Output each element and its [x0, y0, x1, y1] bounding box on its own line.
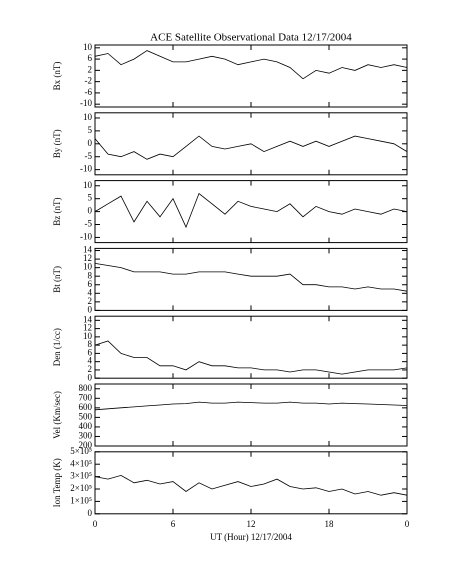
y-tick-label: 300 — [79, 431, 93, 441]
y-tick-label: 10 — [83, 180, 93, 190]
y-tick-label: 6 — [88, 347, 93, 357]
y-axis-label: Bz (nT) — [52, 197, 62, 225]
y-tick-label: 12 — [83, 253, 92, 263]
data-line — [94, 192, 408, 229]
y-tick-label: 4×10⁵ — [70, 458, 92, 468]
x-tick-label: 0 — [93, 519, 98, 529]
y-tick-label: -2 — [85, 76, 93, 86]
y-tick-label: -10 — [80, 164, 92, 174]
y-tick-label: 10 — [83, 42, 93, 52]
y-tick-label: 2 — [88, 364, 93, 374]
y-tick-label: 2 — [88, 64, 93, 74]
y-tick-label: 6 — [88, 279, 93, 289]
y-tick-label: 6 — [88, 53, 93, 63]
y-axis-label: Bt (nT) — [52, 266, 62, 293]
x-tick-label: 6 — [171, 519, 176, 529]
y-tick-label: 4 — [88, 356, 93, 366]
y-tick-label: 0 — [88, 372, 93, 382]
panel-frame — [94, 315, 408, 379]
panel-frame — [94, 247, 408, 311]
y-tick-label: 800 — [79, 383, 93, 393]
chart-title: ACE Satellite Observational Data 12/17/2… — [150, 32, 352, 44]
y-tick-label: 700 — [79, 392, 93, 402]
y-tick-label: 10 — [83, 262, 93, 272]
y-tick-label: -5 — [85, 151, 93, 161]
y-tick-label: -10 — [80, 231, 92, 241]
y-tick-label: 14 — [83, 245, 93, 255]
y-axis-label: Ion Temp (K) — [52, 458, 62, 507]
y-tick-label: -6 — [85, 87, 93, 97]
x-tick-label: 12 — [247, 519, 256, 529]
y-tick-label: -10 — [80, 98, 92, 108]
y-tick-label: 8 — [88, 270, 93, 280]
y-tick-label: 2 — [88, 296, 93, 306]
data-line — [94, 135, 408, 160]
y-tick-label: 500 — [79, 411, 93, 421]
panel-frame — [94, 383, 408, 447]
y-tick-label: 5×10⁵ — [70, 446, 92, 456]
y-tick-label: -5 — [85, 219, 93, 229]
y-tick-label: 5 — [88, 193, 93, 203]
y-tick-label: 3×10⁵ — [70, 471, 92, 481]
y-axis-label: Bx (nT) — [52, 62, 62, 91]
data-line — [94, 50, 408, 80]
y-tick-label: 400 — [79, 421, 93, 431]
data-line — [94, 401, 408, 411]
x-tick-label: 18 — [325, 519, 335, 529]
y-tick-label: 10 — [83, 331, 93, 341]
y-tick-label: 0 — [88, 508, 93, 518]
y-tick-label: 0 — [88, 138, 93, 148]
y-axis-label: Den (1/cc) — [52, 328, 62, 366]
y-tick-label: 5 — [88, 125, 93, 135]
panel-frame — [94, 180, 408, 244]
y-tick-label: 0 — [88, 206, 93, 216]
y-axis-label: Vel (Km/sec) — [52, 391, 62, 439]
x-axis-label: UT (Hour) 12/17/2004 — [210, 532, 292, 542]
y-tick-label: 1×10⁵ — [70, 495, 92, 505]
y-tick-label: 2×10⁵ — [70, 483, 92, 493]
data-line — [94, 340, 408, 375]
y-tick-label: 200 — [79, 440, 93, 450]
data-line — [94, 474, 408, 496]
y-tick-label: 8 — [88, 339, 93, 349]
y-tick-label: 10 — [83, 112, 93, 122]
y-tick-label: 12 — [83, 323, 92, 333]
data-line — [94, 263, 408, 292]
x-tick-label: 0 — [405, 519, 410, 529]
y-tick-label: 4 — [88, 287, 93, 297]
panel-frame — [94, 451, 408, 515]
y-tick-label: 600 — [79, 402, 93, 412]
y-tick-label: 14 — [83, 314, 93, 324]
y-axis-label: By (nT) — [52, 129, 62, 158]
y-tick-label: 0 — [88, 304, 93, 314]
